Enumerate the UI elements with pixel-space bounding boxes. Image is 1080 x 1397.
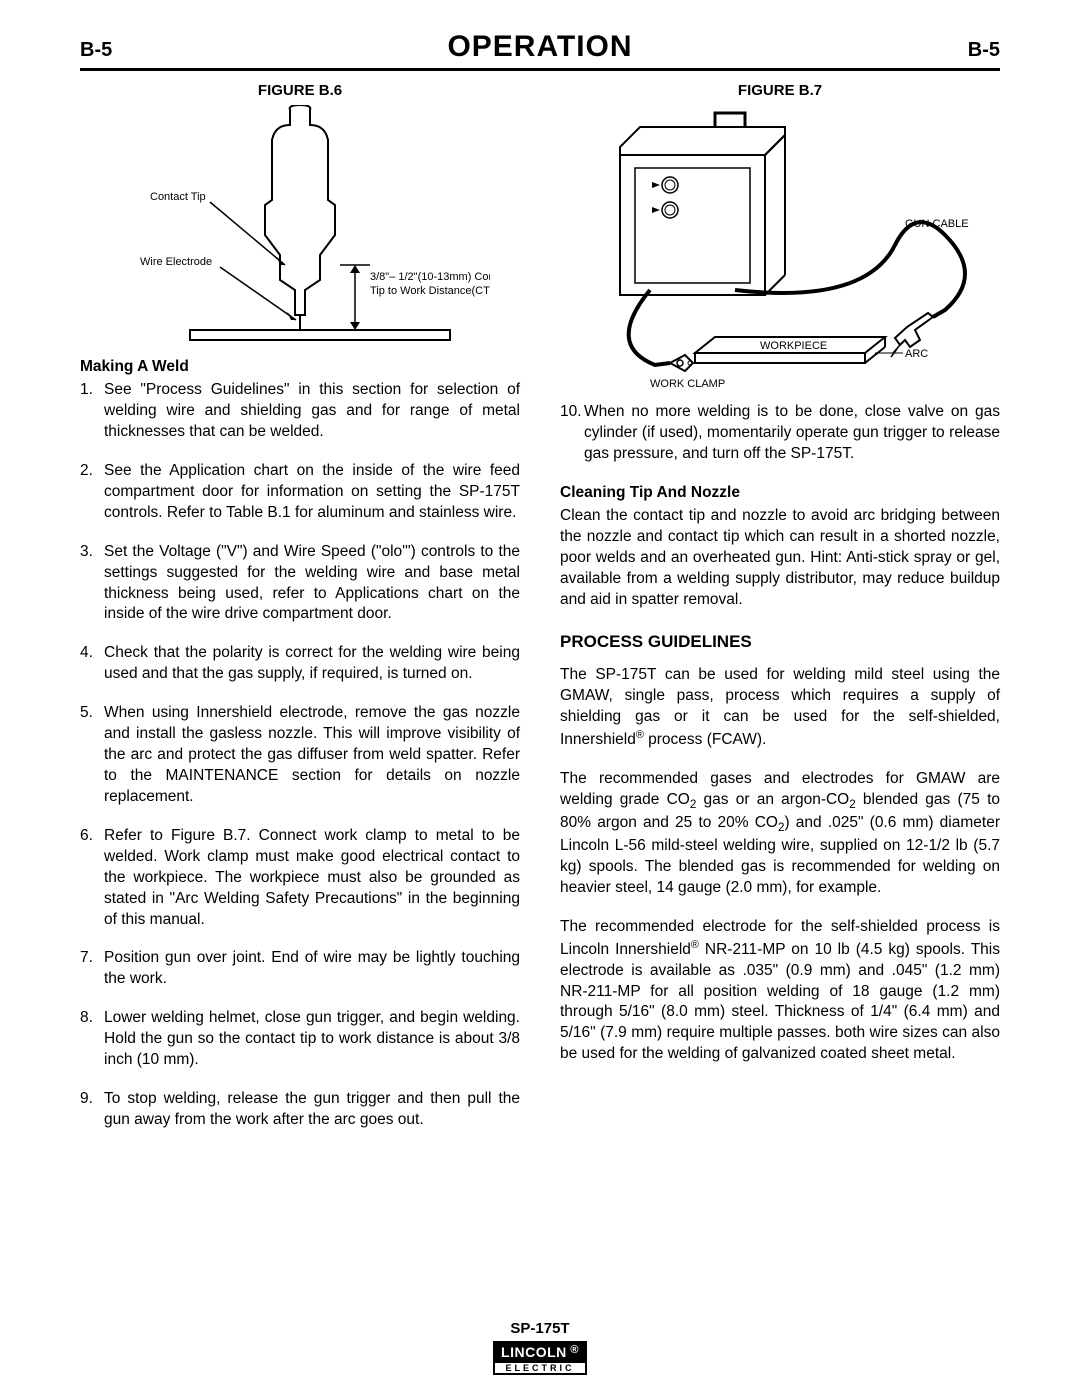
step-10-list: 10.When no more welding is to be done, c…: [560, 402, 1000, 465]
process-title: PROCESS GUIDELINES: [560, 631, 1000, 654]
label-arc: ARC: [905, 348, 928, 360]
content-columns: FIGURE B.6 Contact Tip Wire Electrode: [80, 81, 1000, 1149]
list-item: 5.When using Innershield electrode, remo…: [80, 703, 520, 808]
making-weld-title: Making A Weld: [80, 357, 520, 378]
page-number-left: B-5: [80, 39, 112, 62]
figure-b6-caption: FIGURE B.6: [80, 81, 520, 101]
process-p3: The recommended electrode for the self-s…: [560, 917, 1000, 1066]
label-contact-tip: Contact Tip: [150, 191, 206, 203]
page-header: B-5 OPERATION B-5: [80, 30, 1000, 71]
list-item: 7.Position gun over joint. End of wire m…: [80, 948, 520, 990]
page-footer: SP-175T LINCOLN ® ELECTRIC: [0, 1320, 1080, 1375]
cleaning-title: Cleaning Tip And Nozzle: [560, 483, 1000, 504]
svg-text:Tip to Work Distance(CTWD): Tip to Work Distance(CTWD): [370, 285, 490, 297]
list-item: 1.See "Process Guidelines" in this secti…: [80, 380, 520, 443]
label-work-clamp: WORK CLAMP: [650, 378, 725, 390]
figure-b7-svg: GUN CABLE WORKPIECE ARC WORK CLAMP: [565, 105, 995, 390]
list-item: 8.Lower welding helmet, close gun trigge…: [80, 1008, 520, 1071]
cleaning-body: Clean the contact tip and nozzle to avoi…: [560, 506, 1000, 611]
label-wire-electrode: Wire Electrode: [140, 256, 212, 268]
list-item: 3.Set the Voltage ("V") and Wire Speed (…: [80, 542, 520, 626]
list-item: 2.See the Application chart on the insid…: [80, 461, 520, 524]
brand-logo: LINCOLN ® ELECTRIC: [493, 1341, 587, 1375]
list-item: 6.Refer to Figure B.7. Connect work clam…: [80, 826, 520, 931]
figure-b6-svg: Contact Tip Wire Electrode 3/8"– 1/2"(10…: [110, 105, 490, 345]
figure-b7: FIGURE B.7: [560, 81, 1000, 390]
process-p2: The recommended gases and electrodes for…: [560, 769, 1000, 898]
list-item: 10.When no more welding is to be done, c…: [560, 402, 1000, 465]
process-p1: The SP-175T can be used for welding mild…: [560, 665, 1000, 751]
label-gun-cable: GUN CABLE: [905, 218, 969, 230]
figure-b7-caption: FIGURE B.7: [560, 81, 1000, 101]
figure-b6: FIGURE B.6 Contact Tip Wire Electrode: [80, 81, 520, 345]
list-item: 9.To stop welding, release the gun trigg…: [80, 1089, 520, 1131]
footer-model: SP-175T: [0, 1320, 1080, 1337]
section-title: OPERATION: [447, 30, 632, 64]
left-column: FIGURE B.6 Contact Tip Wire Electrode: [80, 81, 520, 1149]
making-weld-steps: 1.See "Process Guidelines" in this secti…: [80, 380, 520, 1131]
list-item: 4.Check that the polarity is correct for…: [80, 643, 520, 685]
svg-text:3/8"– 1/2"(10-13mm) Contact: 3/8"– 1/2"(10-13mm) Contact: [370, 271, 490, 283]
label-workpiece: WORKPIECE: [760, 340, 827, 352]
right-column: FIGURE B.7: [560, 81, 1000, 1149]
page-number-right: B-5: [968, 39, 1000, 62]
